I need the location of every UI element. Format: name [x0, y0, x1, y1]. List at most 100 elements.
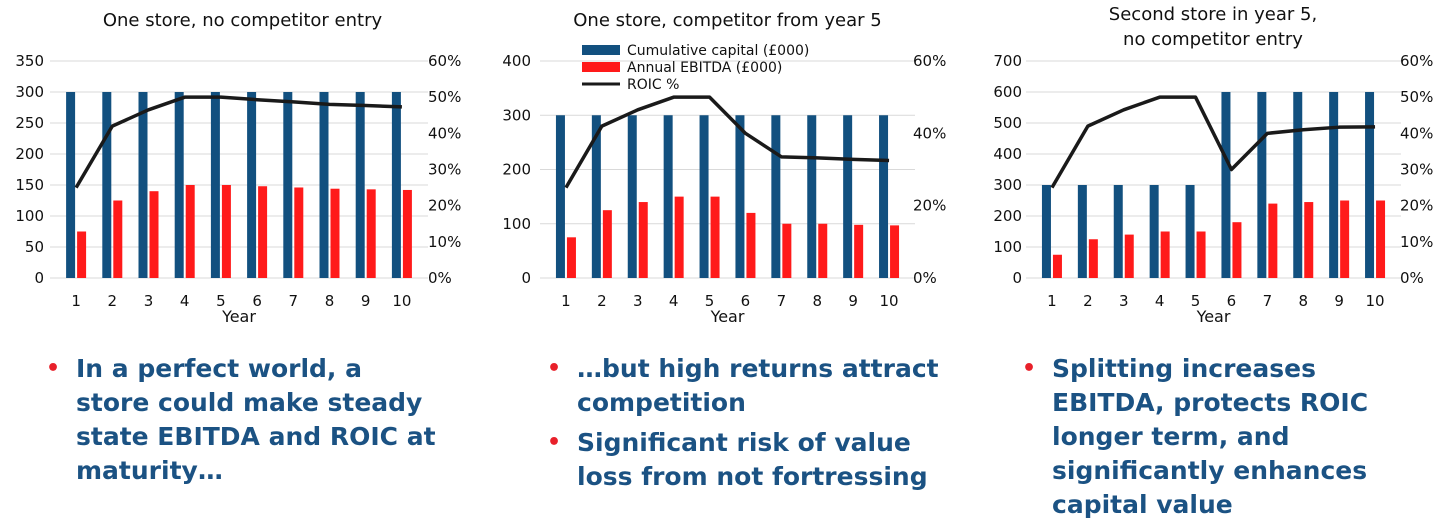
y2-tick-label: 30% [1400, 161, 1433, 179]
x-tick-label: 7 [1263, 292, 1273, 310]
x-tick-label: 4 [669, 292, 679, 310]
ebitda-bar [258, 186, 268, 278]
y2-tick-label: 30% [428, 161, 461, 179]
bullet-dot: • [547, 356, 562, 381]
y2-tick-label: 50% [428, 88, 461, 106]
capital-bar [1221, 92, 1231, 278]
x-tick-label: 3 [1119, 292, 1129, 310]
ebitda-bar [1340, 200, 1350, 278]
chart-title: Second store in year 5, [1109, 4, 1317, 25]
ebitda-bar [1268, 203, 1278, 278]
capital-bar [174, 92, 184, 278]
legend-label-ebitda: Annual EBITDA (£000) [627, 60, 782, 76]
x-tick-label: 10 [1366, 292, 1385, 310]
bullet-list-1: • In a perfect world, a store could make … [44, 352, 439, 494]
x-axis-label: Year [221, 307, 256, 326]
capital-bar [319, 92, 329, 278]
x-tick-label: 4 [1155, 292, 1165, 310]
x-tick-label: 8 [812, 292, 822, 310]
bullet-list-3: • Splitting increases EBITDA, protects RO… [1020, 352, 1400, 528]
ebitda-bar [746, 212, 756, 278]
ebitda-bar [674, 196, 684, 278]
y2-tick-label: 20% [913, 197, 946, 215]
capital-bar [1185, 185, 1195, 278]
capital-bar [699, 115, 709, 278]
x-tick-label: 8 [1298, 292, 1308, 310]
chart-title: One store, no competitor entry [103, 10, 383, 31]
x-tick-label: 3 [633, 292, 643, 310]
ebitda-bar [818, 223, 828, 278]
y-tick-label: 400 [502, 52, 531, 70]
roic-line [1050, 95, 1376, 189]
y-tick-label: 600 [993, 83, 1022, 101]
y2-tick-label: 0% [913, 269, 937, 287]
bullet-dot: • [547, 430, 562, 455]
ebitda-bar [221, 185, 231, 278]
capital-bar [138, 92, 148, 278]
capital-bar [1113, 185, 1123, 278]
y2-tick-label: 40% [913, 124, 946, 142]
y2-tick-label: 0% [428, 269, 452, 287]
capital-bar [591, 115, 601, 278]
ebitda-bar [710, 196, 720, 278]
bullet-dot: • [46, 356, 61, 381]
bullet-item: • Significant risk of value loss from not… [545, 426, 945, 494]
ebitda-bar [77, 231, 87, 278]
y2-tick-label: 50% [1400, 88, 1433, 106]
y2-tick-label: 40% [428, 124, 461, 142]
bullet-item: • …but high returns attract competition [545, 352, 945, 420]
capital-bar [1041, 185, 1051, 278]
y-tick-label: 0 [521, 269, 531, 287]
y-tick-label: 0 [34, 269, 44, 287]
capital-bar [843, 115, 853, 278]
y2-tick-label: 60% [1400, 52, 1433, 70]
capital-bar [66, 92, 76, 278]
capital-bar [247, 92, 257, 278]
ebitda-bar [1232, 222, 1242, 278]
x-tick-label: 6 [1227, 292, 1237, 310]
ebitda-bar [1196, 231, 1206, 278]
x-tick-label: 1 [71, 292, 81, 310]
ebitda-bar [149, 191, 159, 278]
y-tick-label: 50 [25, 238, 44, 256]
legend-swatch-capital [582, 45, 620, 55]
bullet-dot: • [1022, 356, 1037, 381]
ebitda-bar [366, 189, 376, 278]
ebitda-bar [185, 185, 195, 278]
x-tick-label: 3 [144, 292, 154, 310]
capital-bar [1365, 92, 1375, 278]
ebitda-bar [1052, 254, 1062, 278]
y2-tick-label: 10% [1400, 233, 1433, 251]
ebitda-bar [1124, 234, 1134, 278]
ebitda-bar [854, 224, 864, 278]
x-tick-label: 1 [1047, 292, 1057, 310]
capital-bar [807, 115, 817, 278]
x-tick-label: 7 [289, 292, 299, 310]
x-tick-label: 9 [848, 292, 858, 310]
y-tick-label: 200 [502, 161, 531, 179]
capital-bar [102, 92, 112, 278]
x-tick-label: 2 [108, 292, 118, 310]
ebitda-bar [1376, 200, 1386, 278]
x-tick-label: 5 [705, 292, 715, 310]
x-tick-label: 5 [216, 292, 226, 310]
y-tick-label: 100 [502, 215, 531, 233]
capital-bar [391, 92, 401, 278]
y2-tick-label: 20% [428, 197, 461, 215]
x-tick-label: 9 [1334, 292, 1344, 310]
chart-title: One store, competitor from year 5 [573, 10, 881, 31]
y-tick-label: 500 [993, 114, 1022, 132]
chart-panel-2: One store, competitor from year 5 400 300 2… [485, 0, 970, 524]
roic-line [564, 95, 890, 189]
bullet-item: • Splitting increases EBITDA, protects RO… [1020, 352, 1400, 522]
x-tick-label: 1 [561, 292, 571, 310]
legend-swatch-ebitda [582, 62, 620, 72]
x-axis-label: Year [710, 307, 745, 326]
y2-tick-label: 10% [428, 233, 461, 251]
x-tick-label: 10 [880, 292, 899, 310]
y-tick-label: 100 [993, 238, 1022, 256]
ebitda-bar [1088, 239, 1098, 278]
capital-bar [1329, 92, 1339, 278]
capital-bar [283, 92, 293, 278]
ebitda-bar [566, 237, 576, 278]
